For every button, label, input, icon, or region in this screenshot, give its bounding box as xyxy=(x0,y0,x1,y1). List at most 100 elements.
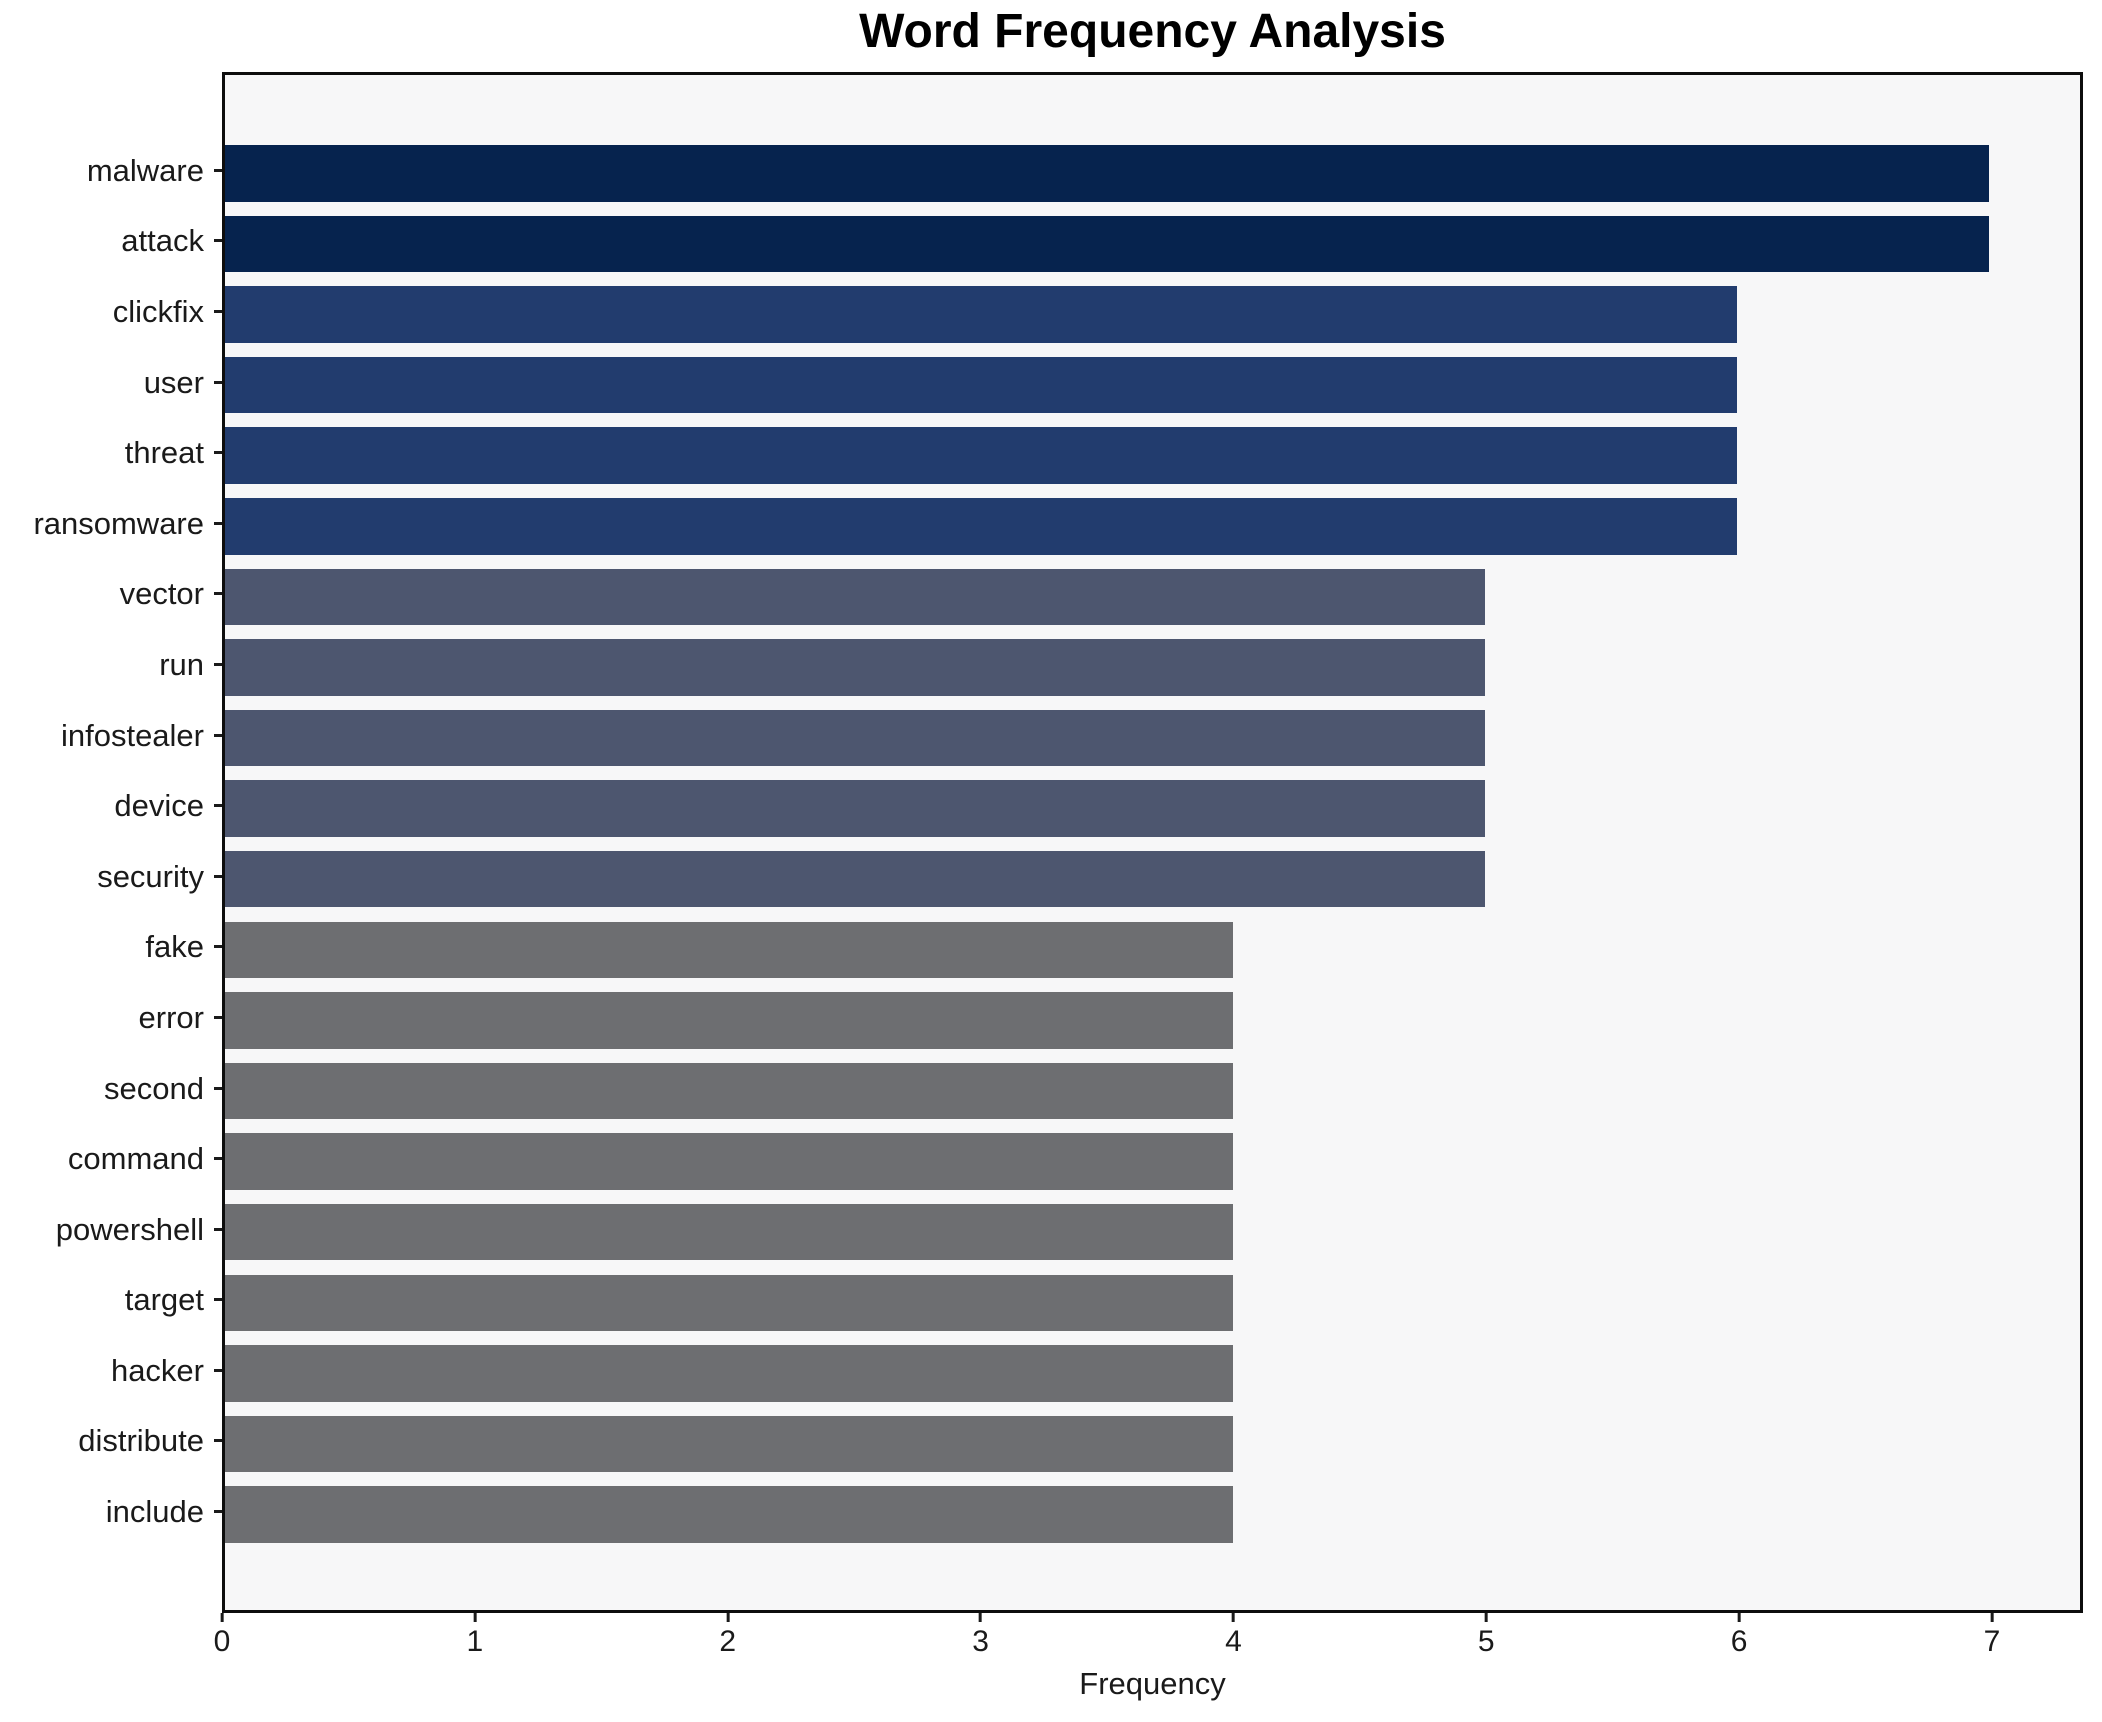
x-axis-title: Frequency xyxy=(1079,1666,1226,1701)
plot-area xyxy=(222,72,2083,1613)
y-tick-label-error: error xyxy=(138,999,204,1035)
chart-title: Word Frequency Analysis xyxy=(859,5,1446,58)
y-tick-label-malware: malware xyxy=(86,152,204,188)
y-tick-row: target xyxy=(0,1265,222,1336)
bar-row-ransomware xyxy=(225,491,2080,562)
x-tick-mark xyxy=(1484,1613,1488,1622)
y-tick-mark xyxy=(214,168,222,172)
y-tick-mark xyxy=(214,804,222,808)
x-tick-0: 0 xyxy=(214,1613,230,1660)
bar-row-include xyxy=(225,1479,2080,1550)
x-tick-label-7: 7 xyxy=(1983,1625,2001,1658)
y-tick-mark xyxy=(214,1015,222,1019)
y-tick-mark xyxy=(214,662,222,666)
bar-row-infostealer xyxy=(225,703,2080,774)
y-tick-mark xyxy=(214,733,222,737)
y-tick-row: attack xyxy=(0,206,222,277)
y-tick-label-clickfix: clickfix xyxy=(112,293,204,329)
bar-row-error xyxy=(225,985,2080,1056)
x-tick-label-1: 1 xyxy=(466,1625,484,1658)
y-tick-mark xyxy=(214,1298,222,1302)
bar-row-threat xyxy=(225,420,2080,491)
bar-row-user xyxy=(225,350,2080,421)
bar-row-security xyxy=(225,844,2080,915)
bar-attack xyxy=(225,215,1990,273)
x-tick-label-3: 3 xyxy=(972,1625,989,1658)
y-tick-label-security: security xyxy=(97,858,204,894)
y-tick-label-fake: fake xyxy=(145,929,204,965)
bar-second xyxy=(225,1062,1234,1120)
x-tick-mark xyxy=(473,1613,477,1622)
bar-hacker xyxy=(225,1345,1234,1402)
x-tick-2: 2 xyxy=(719,1613,736,1660)
y-tick-row: fake xyxy=(0,912,222,983)
bar-row-fake xyxy=(225,915,2080,986)
bar-vector xyxy=(225,568,1486,626)
y-tick-mark xyxy=(214,1368,222,1372)
bar-target xyxy=(225,1274,1234,1332)
bar-command xyxy=(225,1133,1234,1190)
y-tick-label-second: second xyxy=(104,1070,204,1106)
bar-run xyxy=(225,639,1486,696)
y-tick-label-distribute: distribute xyxy=(78,1423,204,1459)
y-tick-mark xyxy=(214,239,222,243)
y-tick-row: ransomware xyxy=(0,488,222,559)
bar-row-distribute xyxy=(225,1409,2080,1480)
y-tick-row: powershell xyxy=(0,1194,222,1265)
y-tick-label-powershell: powershell xyxy=(55,1211,204,1247)
y-tick-label-ransomware: ransomware xyxy=(33,505,204,541)
y-tick-mark xyxy=(214,945,222,949)
x-tick-mark xyxy=(979,1613,983,1622)
bar-include xyxy=(225,1486,1234,1543)
bar-row-malware xyxy=(225,138,2080,209)
bar-fake xyxy=(225,921,1234,979)
y-tick-label-target: target xyxy=(124,1282,204,1318)
y-tick-row: device xyxy=(0,770,222,841)
y-tick-row: distribute xyxy=(0,1406,222,1477)
y-tick-label-hacker: hacker xyxy=(110,1352,204,1388)
y-tick-label-command: command xyxy=(67,1141,204,1177)
y-tick-label-attack: attack xyxy=(121,223,204,259)
bar-row-attack xyxy=(225,209,2080,280)
bar-distribute xyxy=(225,1415,1234,1473)
y-tick-mark xyxy=(214,592,222,596)
bar-malware xyxy=(225,145,1990,202)
x-tick-label-4: 4 xyxy=(1225,1625,1242,1658)
bar-device xyxy=(225,780,1486,837)
bar-row-powershell xyxy=(225,1197,2080,1268)
y-tick-row: error xyxy=(0,982,222,1053)
bar-row-device xyxy=(225,773,2080,844)
y-tick-row: clickfix xyxy=(0,276,222,347)
bar-threat xyxy=(225,427,1738,484)
y-tick-mark xyxy=(214,1439,222,1443)
y-tick-row: user xyxy=(0,347,222,418)
y-tick-label-threat: threat xyxy=(124,435,204,471)
bar-row-hacker xyxy=(225,1338,2080,1409)
bar-row-target xyxy=(225,1268,2080,1339)
bar-powershell xyxy=(225,1203,1234,1261)
bar-user xyxy=(225,356,1738,414)
y-tick-mark xyxy=(214,521,222,525)
y-tick-row: second xyxy=(0,1053,222,1124)
y-tick-mark xyxy=(214,874,222,878)
y-tick-mark xyxy=(214,1510,222,1514)
bar-row-command xyxy=(225,1126,2080,1197)
y-tick-mark xyxy=(214,451,222,455)
y-tick-mark xyxy=(214,1086,222,1090)
y-tick-label-vector: vector xyxy=(119,576,204,612)
bar-infostealer xyxy=(225,709,1486,767)
bar-row-vector xyxy=(225,562,2080,633)
x-tick-mark xyxy=(726,1613,730,1622)
y-tick-row: malware xyxy=(0,135,222,206)
y-tick-mark xyxy=(214,1157,222,1161)
y-tick-row: hacker xyxy=(0,1335,222,1406)
y-axis: malware attack clickfix user threat ransomwar… xyxy=(0,72,222,1613)
x-tick-4: 4 xyxy=(1225,1613,1242,1660)
y-tick-mark xyxy=(214,1227,222,1231)
x-tick-mark xyxy=(1990,1613,1994,1622)
y-tick-row: command xyxy=(0,1123,222,1194)
x-tick-mark xyxy=(220,1613,224,1622)
x-tick-6: 6 xyxy=(1731,1613,1747,1660)
y-tick-label-device: device xyxy=(114,788,204,824)
